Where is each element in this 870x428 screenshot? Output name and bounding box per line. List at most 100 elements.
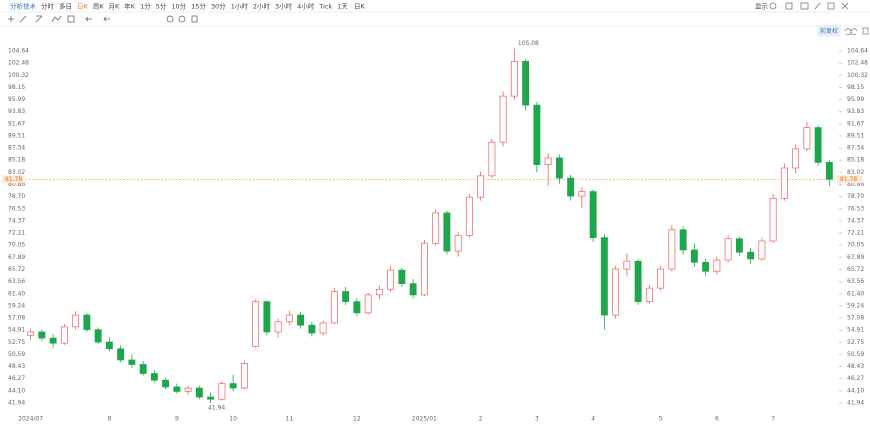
tool-icon[interactable] [191,15,198,23]
adjust-button[interactable]: 前复权 [820,27,838,35]
candle-body [544,157,552,165]
timeframe-tab[interactable]: 分析技术 [10,2,37,11]
display-menu[interactable]: 显示 [755,3,769,11]
y-tick-label-left: 74.37 [8,217,25,224]
tool-icon[interactable] [8,16,14,22]
layout-icon[interactable] [785,2,793,10]
candle-body [150,373,158,381]
timeframe-tab[interactable]: 5分 [156,2,167,11]
window-icons [769,2,849,10]
y-tick-label: 95.99 [847,96,864,103]
timeframe-tab[interactable]: 30分 [211,2,226,11]
tool-icon[interactable] [67,15,75,23]
close-icon[interactable] [841,2,849,10]
y-tick-label-left: 98.15 [8,84,25,91]
x-tick-label: 7 [771,416,775,423]
camera-icon[interactable] [800,2,809,10]
timeframe-tab[interactable]: 月K [109,3,121,11]
y-tick-label-left: 50.59 [8,351,25,358]
y-tick-label: 87.34 [847,145,864,152]
x-tick-label: 4 [591,416,595,423]
timeframe-tab[interactable]: 2小时 [253,2,271,11]
tool-icon[interactable] [19,15,27,23]
candle-body [297,314,305,326]
redo-icon[interactable] [850,28,858,36]
y-tick-label: 52.75 [847,339,864,346]
candle-body [510,60,518,97]
y-tick-label: 91.67 [847,120,864,127]
timeframe-tab[interactable]: 1分 [140,2,151,11]
candle-body [724,238,732,261]
candle-body [645,287,653,302]
timeframe-tab[interactable]: 4小时 [297,2,315,11]
draw-icon[interactable] [814,2,821,10]
tool-icon[interactable] [166,15,174,23]
timeframe-tab[interactable]: 10分 [171,2,186,11]
candle-body [803,127,811,150]
y-tick-label-left: 54.91 [8,327,25,334]
settings-icon[interactable] [769,2,777,10]
candle-body [612,268,620,316]
tool-icon[interactable] [85,16,92,22]
candle-body [195,387,203,398]
tool-icon[interactable] [178,15,186,23]
candle-body [679,229,687,251]
y-tick-label: 104.64 [847,48,868,55]
y-tick-label: 50.59 [847,351,864,358]
undo-icon[interactable] [844,28,852,36]
tool-icon[interactable] [103,16,110,22]
y-tick-label-left: 95.99 [8,96,25,103]
candle-body [814,127,822,163]
candle-body [668,229,676,270]
x-tick-label: 2024/07 [18,416,43,423]
x-tick-label: 12 [353,416,361,423]
candle-body [308,324,316,334]
candle-body [465,196,473,236]
y-tick-label-left: 44.10 [8,387,25,394]
candle-body [105,341,113,350]
y-tick-label-left: 102.48 [8,60,29,67]
timeframe-tab[interactable]: 周K [93,3,105,11]
candle-body [713,259,721,272]
y-tick-label-left: 52.75 [8,339,25,346]
y-tick-label-left: 83.02 [8,169,25,176]
candle-body [72,314,80,328]
y-tick-label: 44.10 [847,387,864,394]
y-tick-label: 83.02 [847,169,864,176]
candle-body [330,291,338,324]
y-tick-label-left: 46.27 [8,375,25,382]
y-tick-label: 72.21 [847,230,864,237]
timeframe-tab[interactable]: 3小时 [275,2,293,11]
share-icon[interactable] [827,2,835,10]
y-tick-label-left: 72.21 [8,230,25,237]
candle-body [758,240,766,260]
adjust-button-bg[interactable] [817,25,841,37]
candle-body [375,288,383,296]
timeframe-tab[interactable]: 1小时 [231,2,249,11]
x-tick-label: 2025/01 [412,416,437,423]
candle-body [488,141,496,177]
tool-icon[interactable] [51,15,62,23]
timeframe-tab[interactable]: 日K [77,3,89,11]
x-tick-label: 9 [175,416,179,423]
candle-body [353,301,361,314]
tool-icon[interactable] [35,15,43,23]
expand-icon[interactable] [862,27,869,35]
candle-body [477,175,485,198]
candle-body [387,269,395,290]
y-tick-label: 70.05 [847,242,864,249]
timeframe-tab[interactable]: 多日 [59,2,72,11]
candle-body [162,379,170,388]
y-tick-label: 63.56 [847,278,864,285]
last-price-label: 81.78 [840,176,857,183]
timeframe-tab[interactable]: 15分 [191,2,206,11]
y-tick-label-left: 57.08 [8,315,25,322]
candle-body [578,191,586,197]
timeframe-tab[interactable]: Tick [318,3,332,11]
timeframe-tab[interactable]: 年K [124,2,136,11]
y-tick-label: 65.72 [847,266,864,273]
candle-body [94,329,102,343]
timeframe-tab[interactable]: 分时 [41,2,55,11]
timeframe-tab[interactable]: 1天 · 日K [337,3,365,11]
